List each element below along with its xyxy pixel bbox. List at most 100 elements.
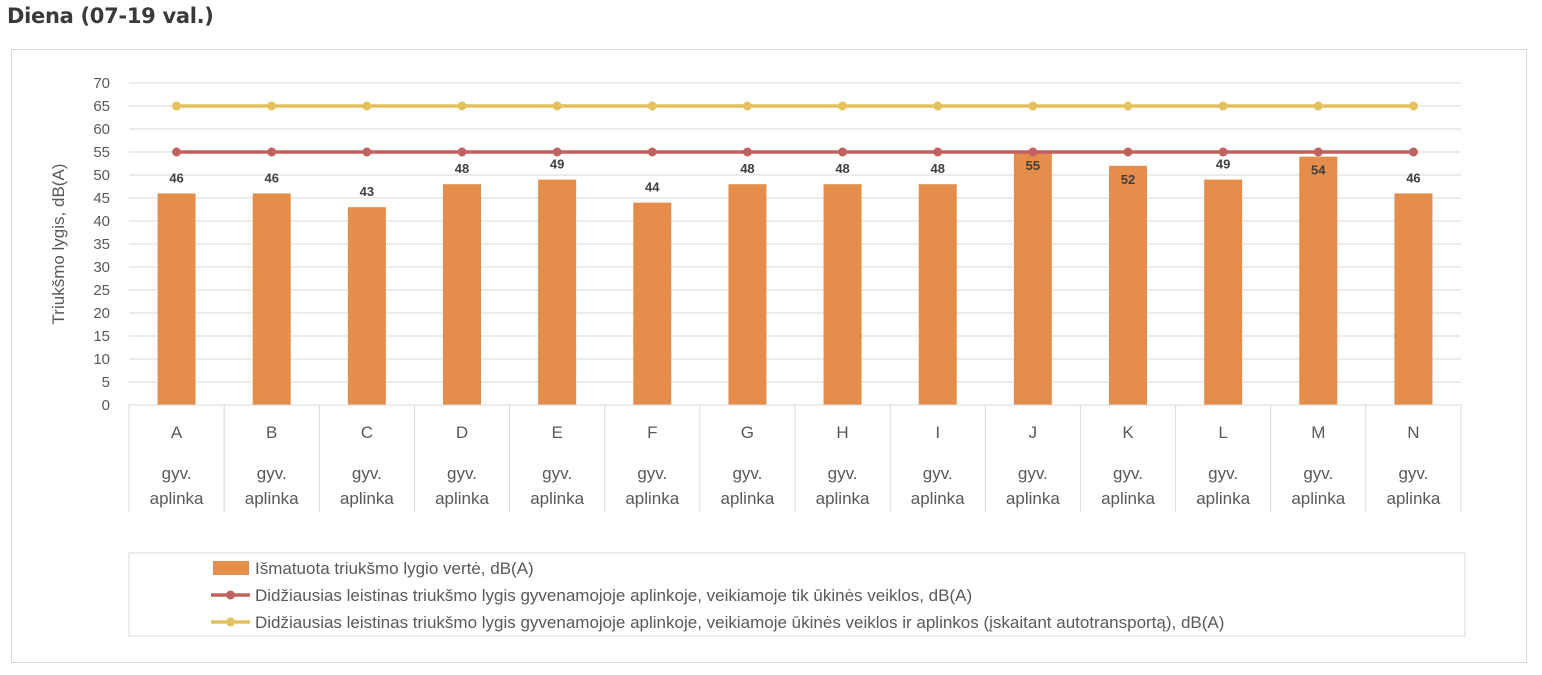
series-point — [647, 147, 657, 157]
legend-box — [128, 552, 1466, 637]
legend-swatch-marker — [226, 617, 235, 627]
x-sublabel-line2: aplinka — [625, 489, 679, 508]
x-sublabel-line2: aplinka — [911, 489, 965, 508]
series-point — [267, 147, 277, 157]
data-label: 55 — [1026, 158, 1040, 173]
x-sublabel-line1: gyv. — [1113, 464, 1143, 483]
legend-swatch-bar — [213, 561, 249, 575]
data-label: 46 — [264, 170, 278, 185]
x-tick-label: H — [836, 423, 848, 442]
x-sublabel-line2: aplinka — [435, 489, 489, 508]
series-point — [362, 147, 372, 157]
series-point — [1218, 147, 1228, 157]
bar — [823, 184, 862, 405]
series-point — [172, 147, 182, 157]
data-label: 46 — [1406, 170, 1420, 185]
x-sublabel-line2: aplinka — [1291, 489, 1345, 508]
data-label: 48 — [930, 161, 944, 176]
data-label: 48 — [740, 161, 754, 176]
bar — [538, 179, 577, 405]
x-sublabel-line1: gyv. — [828, 464, 858, 483]
x-tick-label: G — [741, 423, 754, 442]
y-tick-label: 15 — [93, 328, 110, 345]
x-sublabel-line2: aplinka — [245, 489, 299, 508]
x-sublabel-line1: gyv. — [1398, 464, 1428, 483]
y-tick-label: 5 — [102, 374, 110, 391]
series-point — [742, 101, 752, 111]
bar — [1109, 165, 1147, 405]
y-tick-label: 10 — [93, 351, 110, 368]
data-label: 49 — [550, 157, 564, 172]
series-point — [1313, 101, 1323, 111]
chart-frame — [11, 49, 1527, 663]
x-sublabel-line1: gyv. — [352, 464, 382, 483]
series-point — [362, 101, 372, 111]
series-point — [1313, 147, 1323, 157]
x-tick-label: E — [551, 423, 562, 442]
series-point — [933, 101, 943, 111]
legend-entry: Išmatuota triukšmo lygio vertė, dB(A) — [255, 559, 534, 578]
gridlines — [129, 82, 1461, 406]
bar — [728, 184, 767, 405]
x-sublabel-line2: aplinka — [720, 489, 774, 508]
data-label: 43 — [360, 184, 374, 199]
legend-swatch-marker — [226, 590, 235, 600]
x-sublabel-line1: gyv. — [447, 464, 477, 483]
x-sublabel-line1: gyv. — [923, 464, 953, 483]
x-sublabel-line2: aplinka — [150, 489, 204, 508]
bar — [347, 207, 386, 405]
series-point — [552, 147, 562, 157]
x-tick-label: C — [361, 423, 373, 442]
data-label: 44 — [645, 180, 660, 195]
data-labels: 46 46 43 48 49 44 48 48 48 55 52 49 54 46 — [169, 157, 1420, 200]
y-tick-label: 40 — [93, 213, 110, 230]
y-axis-label: Triukšmo lygis, dB(A) — [49, 164, 68, 325]
x-tick-label: F — [647, 423, 657, 442]
series-point — [647, 101, 657, 111]
data-label: 48 — [835, 161, 849, 176]
x-tick-label: L — [1218, 423, 1227, 442]
y-tick-label: 25 — [93, 282, 110, 299]
x-sublabel-line2: aplinka — [816, 489, 870, 508]
x-sublabel-line2: aplinka — [1101, 489, 1155, 508]
x-sublabel-line1: gyv. — [162, 464, 192, 483]
series-point — [742, 147, 752, 157]
legend: Išmatuota triukšmo lygio vertė, dB(A) Did… — [128, 552, 1466, 637]
x-tick-label: B — [266, 423, 277, 442]
series-point — [838, 101, 848, 111]
bar — [1394, 193, 1433, 405]
data-label: 54 — [1311, 163, 1326, 178]
x-sublabel-line1: gyv. — [542, 464, 572, 483]
x-sublabel-line2: aplinka — [1386, 489, 1440, 508]
x-sublabel-line1: gyv. — [732, 464, 762, 483]
legend-entry: Didžiausias leistinas triukšmo lygis gyv… — [255, 613, 1224, 632]
y-tick-label: 20 — [93, 305, 110, 322]
y-tick-label: 55 — [93, 144, 110, 161]
y-tick-label: 30 — [93, 259, 110, 276]
line-series — [172, 101, 1418, 157]
x-sublabel-line2: aplinka — [530, 489, 584, 508]
bar — [157, 193, 196, 405]
x-tick-label: A — [171, 423, 183, 442]
bar — [1204, 179, 1243, 405]
x-sublabel-line2: aplinka — [340, 489, 394, 508]
bar — [918, 184, 957, 405]
legend-entry: Didžiausias leistinas triukšmo lygis gyv… — [255, 586, 972, 605]
data-label: 48 — [455, 161, 469, 176]
x-sublabel-line1: gyv. — [1303, 464, 1333, 483]
y-tick-label: 0 — [102, 397, 110, 414]
series-point — [457, 147, 467, 157]
x-sublabel-line1: gyv. — [1018, 464, 1048, 483]
bar — [633, 202, 672, 405]
series-point — [1218, 101, 1228, 111]
y-tick-label: 65 — [93, 98, 110, 115]
x-sublabel-line1: gyv. — [637, 464, 667, 483]
x-tick-label: M — [1311, 423, 1325, 442]
series-point — [267, 101, 277, 111]
x-sublabel-line1: gyv. — [257, 464, 287, 483]
bar — [1299, 156, 1338, 405]
series-point — [1123, 147, 1133, 157]
series-point — [933, 147, 943, 157]
